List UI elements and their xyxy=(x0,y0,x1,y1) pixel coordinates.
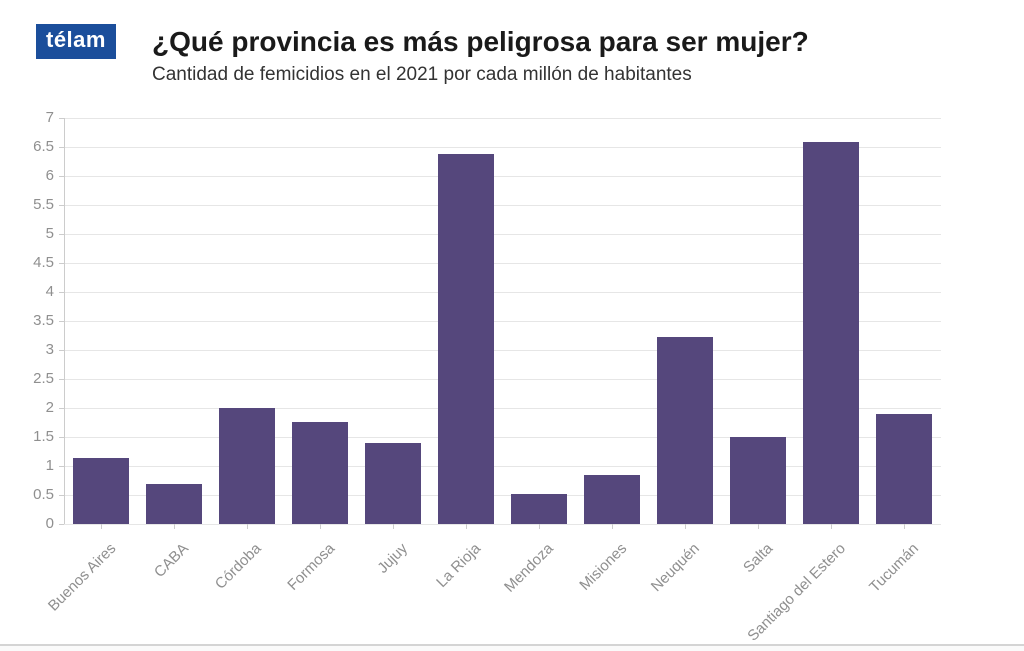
y-tick xyxy=(59,205,64,206)
y-tick-label: 5 xyxy=(45,225,54,242)
bar xyxy=(584,475,640,524)
gridline xyxy=(64,379,941,380)
x-tick-label: Buenos Aires xyxy=(44,540,120,615)
bar xyxy=(511,494,567,524)
y-tick-label: 3.5 xyxy=(33,312,54,329)
y-tick xyxy=(59,466,64,467)
y-tick xyxy=(59,437,64,438)
y-tick xyxy=(59,408,64,409)
x-tick-label: Tucumán xyxy=(866,540,923,596)
y-tick-label: 3 xyxy=(45,341,54,358)
y-tick-label: 6 xyxy=(45,167,54,184)
bar xyxy=(438,154,494,524)
bottom-strip xyxy=(0,646,1024,651)
y-tick xyxy=(59,495,64,496)
x-tick xyxy=(320,524,321,529)
x-tick xyxy=(831,524,832,529)
y-tick-label: 5.5 xyxy=(33,196,54,213)
bar xyxy=(876,414,932,524)
x-tick-label: Jujuy xyxy=(374,540,412,577)
x-tick-label: Formosa xyxy=(284,540,339,594)
gridline xyxy=(64,147,941,148)
x-tick-label: Neuquén xyxy=(647,540,704,596)
x-tick-label: Córdoba xyxy=(212,540,266,593)
y-tick-label: 4.5 xyxy=(33,254,54,271)
gridline xyxy=(64,205,941,206)
y-tick-label: 2 xyxy=(45,399,54,416)
gridline xyxy=(64,437,941,438)
bar xyxy=(146,484,202,524)
x-tick xyxy=(539,524,540,529)
bar xyxy=(219,408,275,524)
y-tick-label: 0 xyxy=(45,515,54,532)
y-tick xyxy=(59,321,64,322)
gridline xyxy=(64,321,941,322)
bar xyxy=(730,437,786,524)
bar xyxy=(292,422,348,524)
gridline xyxy=(64,466,941,467)
y-tick-label: 7 xyxy=(45,109,54,126)
gridline xyxy=(64,495,941,496)
y-tick xyxy=(59,176,64,177)
y-tick xyxy=(59,263,64,264)
y-tick xyxy=(59,292,64,293)
y-tick xyxy=(59,350,64,351)
x-tick-label: CABA xyxy=(151,540,193,581)
y-tick xyxy=(59,147,64,148)
bar xyxy=(657,337,713,524)
gridline xyxy=(64,524,941,525)
y-tick-label: 6.5 xyxy=(33,138,54,155)
chart-title: ¿Qué provincia es más peligrosa para ser… xyxy=(152,26,809,57)
gridline xyxy=(64,292,941,293)
y-tick xyxy=(59,379,64,380)
gridline xyxy=(64,234,941,235)
bar xyxy=(803,142,859,524)
y-tick-label: 2.5 xyxy=(33,370,54,387)
x-tick xyxy=(393,524,394,529)
y-axis-line xyxy=(64,118,65,524)
gridline xyxy=(64,176,941,177)
telam-logo: télam xyxy=(36,24,116,59)
y-tick xyxy=(59,234,64,235)
x-tick xyxy=(612,524,613,529)
x-tick xyxy=(758,524,759,529)
x-tick xyxy=(174,524,175,529)
x-tick-label: Salta xyxy=(739,540,777,577)
y-tick-label: 4 xyxy=(45,283,54,300)
y-tick xyxy=(59,118,64,119)
y-tick-label: 0.5 xyxy=(33,486,54,503)
gridline xyxy=(64,408,941,409)
x-tick xyxy=(466,524,467,529)
x-tick-label: Misiones xyxy=(576,540,631,594)
y-tick-label: 1.5 xyxy=(33,428,54,445)
y-tick xyxy=(59,524,64,525)
x-tick-label: Mendoza xyxy=(501,540,558,596)
chart-subtitle: Cantidad de femicidios en el 2021 por ca… xyxy=(152,64,692,85)
x-tick xyxy=(247,524,248,529)
x-tick-label: La Rioja xyxy=(433,540,485,591)
x-tick xyxy=(685,524,686,529)
gridline xyxy=(64,350,941,351)
bar xyxy=(73,458,129,524)
gridline xyxy=(64,118,941,119)
gridline xyxy=(64,263,941,264)
x-tick xyxy=(101,524,102,529)
x-tick xyxy=(904,524,905,529)
y-tick-label: 1 xyxy=(45,457,54,474)
bar xyxy=(365,443,421,524)
bottom-divider xyxy=(0,644,1024,646)
